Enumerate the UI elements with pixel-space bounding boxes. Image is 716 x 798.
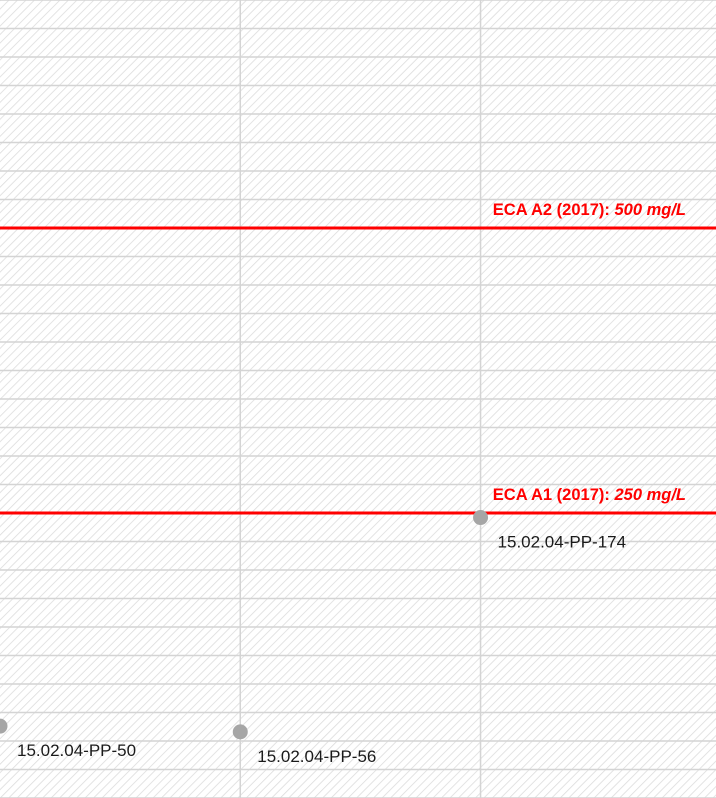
- point-label: 15.02.04-PP-56: [257, 747, 376, 766]
- reference-value: 250 mg/L: [613, 486, 686, 504]
- reference-label: ECA A2 (2017): 500 mg/L: [493, 201, 686, 219]
- reference-name: ECA A2 (2017):: [493, 201, 610, 219]
- point: [0, 718, 8, 734]
- point-label: 15.02.04-PP-174: [498, 533, 627, 552]
- point: [232, 724, 248, 740]
- point: [473, 510, 489, 526]
- reference-name: ECA A1 (2017):: [493, 486, 610, 504]
- point-label: 15.02.04-PP-50: [17, 741, 136, 760]
- reference-value: 500 mg/L: [614, 201, 686, 219]
- reference-label: ECA A1 (2017): 250 mg/L: [493, 486, 686, 504]
